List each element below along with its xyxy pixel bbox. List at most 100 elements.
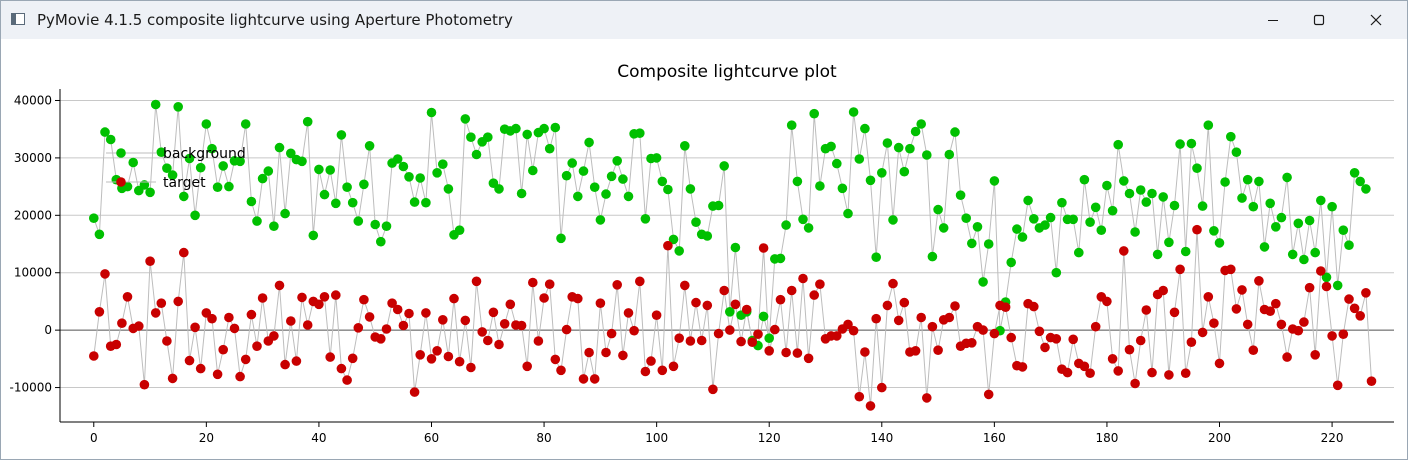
data-point-target [1254,276,1264,286]
data-point-target [736,336,746,347]
data-point-target [314,299,324,310]
data-point-target [623,308,634,318]
maximize-button[interactable] [1296,1,1342,39]
data-point-background [635,128,645,138]
data-point-target [212,369,223,380]
data-point-target [798,273,808,284]
data-point-target [550,354,561,365]
x-tick-label: 220 [1321,431,1344,445]
data-point-background [1327,201,1337,212]
data-point-background [848,107,859,117]
window-title: PyMovie 4.1.5 composite lightcurve using… [37,11,513,29]
data-point-target [325,352,336,362]
data-point-background [544,143,555,154]
data-point-background [190,210,200,221]
data-point-target [832,331,842,341]
data-point-background [888,215,898,225]
data-point-background [663,184,673,195]
data-point-target [286,316,296,326]
data-point-background [938,223,949,233]
data-point-background [370,219,381,230]
data-point-background [421,197,431,208]
data-point-target [781,347,791,358]
data-point-target [1186,337,1197,348]
data-point-target [691,297,701,308]
data-point-background [162,163,172,173]
lightcurve-chart: Composite lightcurve plot -10000 0 10000 20… [9,62,1394,445]
data-point-target [387,298,397,309]
data-point-background [1180,246,1191,257]
data-point-background [1332,280,1343,291]
data-point-target [89,351,99,361]
y-tick-label: 0 [44,323,52,337]
data-point-target [454,356,465,367]
data-point-background [567,158,577,168]
data-point-background [1102,180,1112,191]
x-tick-label: 80 [536,431,551,445]
data-point-background [522,129,532,140]
data-point-background [1237,193,1247,203]
data-point-background [156,147,167,157]
data-point-background [950,127,960,137]
data-point-background [725,307,735,317]
data-point-target [685,336,696,346]
axes [55,89,1394,427]
data-point-target [786,285,797,296]
data-point-background [927,251,938,262]
data-point-target [404,308,414,319]
data-point-background [803,223,814,233]
data-point-background [786,120,797,130]
data-point-target [100,269,110,279]
close-button[interactable] [1353,1,1399,39]
data-point-target [944,312,955,323]
data-point-background [150,99,161,110]
data-point-target [1327,331,1337,341]
data-point-background [297,156,307,167]
data-point-target [1158,285,1168,296]
x-tick-label: 200 [1208,431,1231,445]
data-point-background [792,176,803,187]
data-point-background [1310,247,1320,258]
minimize-button[interactable] [1250,1,1296,39]
data-point-background [409,197,420,207]
data-point-target [353,323,364,333]
data-point-target [94,307,105,317]
data-point-background [1164,237,1174,248]
title-bar[interactable]: PyMovie 4.1.5 composite lightcurve using… [1,1,1407,39]
data-point-background [438,159,448,169]
x-tick-label: 180 [1095,431,1118,445]
data-point-background [922,150,932,160]
data-point-target [229,323,240,334]
data-point-target [1237,285,1247,295]
data-point-target [1242,319,1253,330]
data-point-background [280,208,290,219]
x-tick-label: 0 [90,431,98,445]
data-point-background [1068,214,1078,225]
data-point-target [1338,329,1349,340]
data-point-target [910,346,921,356]
data-point-background [1124,188,1135,199]
data-point-background [1299,254,1309,265]
data-point-background [618,174,628,184]
data-point-background [764,333,774,344]
data-point-target [1226,264,1236,275]
data-point-background [1152,249,1163,260]
data-point-background [843,208,853,219]
data-point-target [1293,325,1304,336]
data-point-background [899,166,910,177]
data-point-background [578,166,589,176]
data-point-background [1141,197,1152,207]
data-point-target [1051,334,1062,344]
data-point-background [651,153,662,163]
x-tick-label: 60 [424,431,439,445]
minimize-icon [1268,20,1278,21]
data-point-target [1299,317,1309,327]
data-point-target [1169,307,1180,318]
data-point-background [674,246,684,256]
data-point-background [302,116,313,127]
data-point-background [685,184,696,194]
data-point-background [1242,174,1253,185]
data-point-background [466,132,476,142]
data-point-background [483,132,493,142]
data-point-target [516,320,527,331]
